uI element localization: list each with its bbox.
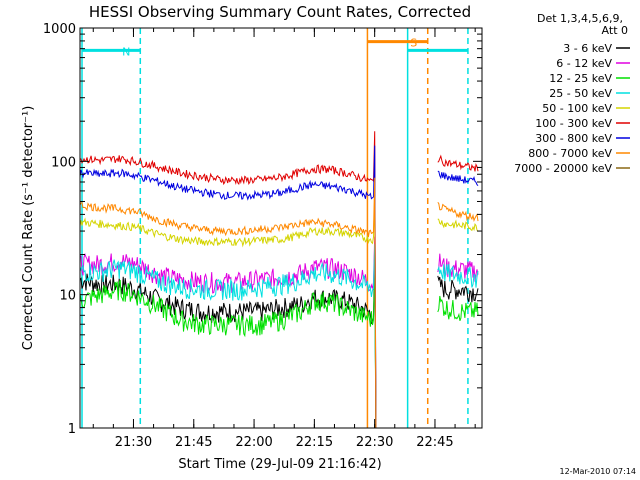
- series-line-300-800keV: [437, 170, 479, 187]
- series-line-300-800keV: [79, 145, 377, 429]
- y-tick-label: 10: [59, 289, 76, 304]
- series-line-12-25keV: [437, 295, 479, 321]
- legend-label: 7000 - 20000 keV: [514, 162, 612, 175]
- axes: 1 10 100 1000 21:30 21:45 22:00 22:15 22:30 22:45: [43, 22, 483, 450]
- legend: Det 1,3,4,5,6,9,Att 0 3 - 6 keV 6 - 12 keV…: [514, 12, 630, 175]
- plot-frame: [79, 27, 483, 429]
- series-line-50-100keV: [437, 218, 479, 232]
- y-tick-label: 100: [51, 155, 76, 170]
- series-line-25-50keV: [437, 264, 479, 288]
- series-line-800-7000keV: [437, 201, 479, 223]
- y-tick-label: 1000: [43, 22, 76, 37]
- legend-label: 12 - 25 keV: [549, 72, 612, 85]
- x-axis-label: Start Time (29-Jul-09 21:16:42): [178, 457, 381, 472]
- series-line-12-25keV: [79, 273, 377, 429]
- state-bar-label: S: [410, 37, 417, 50]
- legend-label: 800 - 7000 keV: [528, 147, 612, 160]
- legend-label: 3 - 6 keV: [563, 42, 612, 55]
- legend-header: Att 0: [602, 24, 628, 37]
- y-tick-label: 1: [68, 422, 76, 437]
- series-lines: [79, 131, 479, 429]
- chart-title: HESSI Observing Summary Count Rates, Cor…: [89, 3, 471, 21]
- x-tick-label: 21:30: [115, 435, 152, 450]
- y-axis-label: Corrected Count Rate (s⁻¹ detector⁻¹): [21, 106, 36, 351]
- legend-label: 50 - 100 keV: [542, 102, 612, 115]
- series-line-3-6keV: [437, 275, 479, 303]
- legend-header: Det 1,3,4,5,6,9,: [537, 12, 623, 25]
- series-line-800-7000keV: [79, 177, 377, 429]
- x-tick-label: 22:45: [416, 435, 453, 450]
- x-tick-label: 22:30: [356, 435, 393, 450]
- series-line-100-300keV: [437, 154, 479, 172]
- series-line-25-50keV: [79, 243, 377, 429]
- x-tick-label: 22:15: [296, 435, 333, 450]
- legend-label: 6 - 12 keV: [556, 57, 612, 70]
- series-line-50-100keV: [79, 194, 377, 429]
- legend-label: 25 - 50 keV: [549, 87, 612, 100]
- generated-timestamp: 12-Mar-2010 07:14: [560, 467, 637, 476]
- state-bar-label: N: [122, 45, 130, 58]
- x-tick-label: 21:45: [175, 435, 212, 450]
- series-line-100-300keV: [79, 131, 377, 429]
- legend-label: 300 - 800 keV: [535, 132, 612, 145]
- x-tick-label: 22:00: [235, 435, 272, 450]
- legend-label: 100 - 300 keV: [535, 117, 612, 130]
